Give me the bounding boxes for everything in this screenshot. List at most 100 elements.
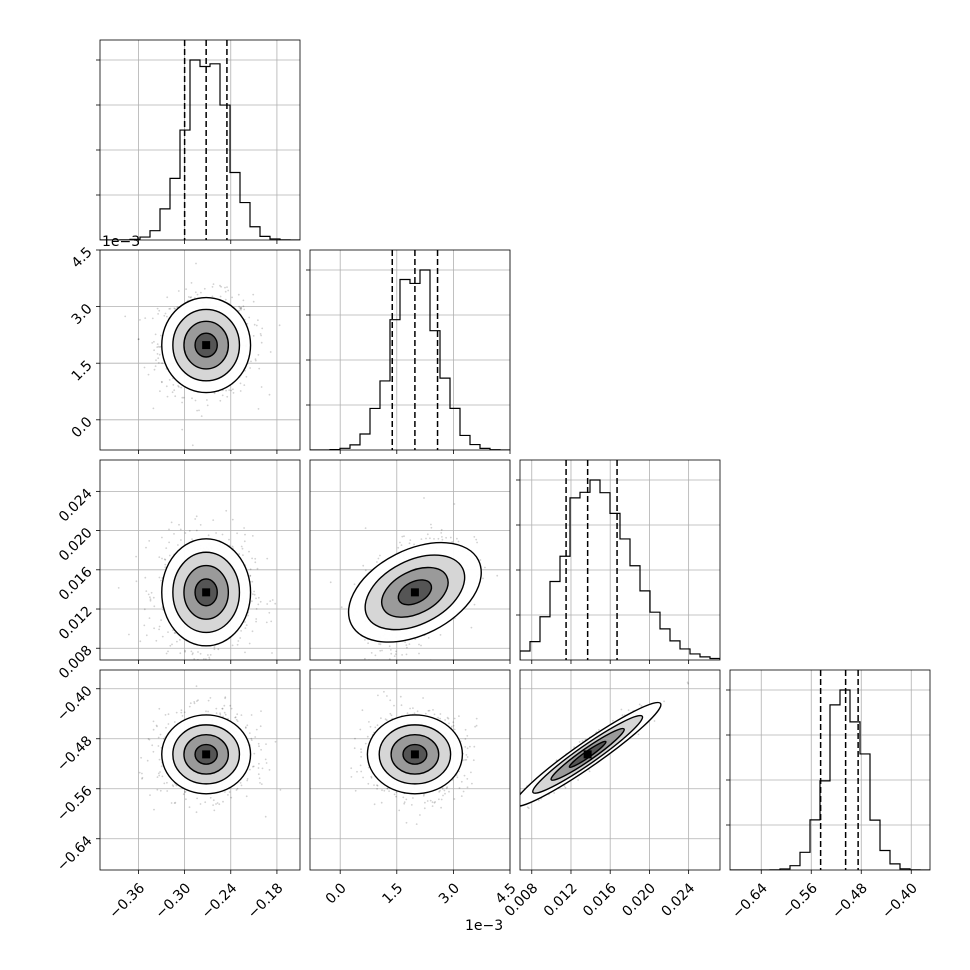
sample-point (217, 648, 220, 651)
sample-point (203, 658, 205, 660)
sample-point (180, 539, 182, 541)
sample-point (177, 544, 179, 546)
sample-point (165, 726, 167, 729)
sample-point (475, 724, 478, 727)
sample-point (168, 528, 170, 531)
sample-point (437, 537, 440, 540)
sample-point (386, 787, 389, 790)
sample-point (257, 742, 260, 745)
sample-point (370, 652, 373, 654)
sample-point (369, 725, 372, 728)
sample-point (418, 643, 420, 646)
panel-3-2 (519, 669, 721, 874)
sample-point (460, 795, 463, 797)
sample-point (379, 649, 382, 652)
sample-point (225, 509, 228, 512)
sample-point (406, 646, 408, 649)
sample-point (205, 710, 207, 713)
sample-point (153, 627, 156, 630)
sample-point (181, 401, 184, 404)
sample-point (410, 804, 413, 806)
sample-point (151, 342, 154, 344)
sample-point (224, 286, 226, 289)
sample-point (427, 709, 430, 712)
sample-point (184, 650, 187, 653)
sample-point (445, 787, 448, 790)
sample-point (156, 725, 158, 728)
sample-point (199, 803, 202, 805)
sample-point (251, 535, 254, 537)
sample-point (145, 634, 148, 637)
sample-point (376, 784, 378, 787)
sample-point (243, 540, 246, 543)
sample-point (198, 409, 200, 412)
sample-point (305, 772, 307, 774)
sample-point (413, 543, 415, 546)
sample-point (429, 662, 431, 664)
sample-point (255, 608, 258, 610)
sample-point (153, 349, 156, 352)
sample-point (243, 384, 246, 386)
sample-point (178, 386, 180, 388)
sample-point (397, 546, 400, 549)
sample-point (439, 717, 441, 720)
sample-point (479, 559, 482, 561)
histogram-step (520, 479, 720, 660)
sample-point (156, 343, 159, 345)
sample-point (264, 758, 267, 761)
sample-point (389, 699, 392, 702)
sample-point (214, 661, 216, 663)
sample-point (149, 794, 151, 796)
sample-point (578, 741, 581, 743)
sample-point (362, 564, 365, 567)
sample-point (197, 699, 199, 702)
sample-point (183, 791, 186, 793)
panel-2-2 (516, 459, 721, 664)
sample-point (388, 658, 391, 660)
sample-point (175, 784, 178, 787)
sample-point (179, 528, 182, 531)
sample-point (242, 299, 245, 302)
sample-point (253, 590, 256, 593)
sample-point (159, 771, 161, 773)
sample-point (160, 380, 163, 383)
sample-point (448, 722, 450, 725)
sample-point (388, 790, 390, 792)
sample-point (395, 791, 398, 794)
sample-point (402, 796, 405, 799)
sample-point (353, 583, 356, 586)
sample-point (260, 341, 263, 344)
sample-point (195, 680, 197, 682)
sample-point (404, 641, 407, 644)
sample-point (220, 285, 223, 288)
sample-point (255, 728, 258, 731)
sample-point (243, 527, 246, 529)
sample-point (159, 346, 161, 348)
sample-point (250, 739, 253, 741)
sample-point (353, 747, 356, 750)
sample-point (238, 309, 241, 312)
sample-point (156, 346, 159, 348)
sample-point (251, 580, 254, 583)
sample-point (194, 518, 197, 520)
sample-point (182, 793, 185, 796)
panels (96, 39, 931, 874)
sample-point (257, 408, 260, 410)
sample-point (248, 732, 251, 734)
sample-point (254, 358, 257, 361)
sample-point (269, 600, 272, 602)
sample-point (253, 752, 256, 755)
sample-point (164, 563, 167, 566)
sample-point (364, 569, 367, 572)
sample-point (157, 357, 160, 360)
sample-point (379, 554, 381, 557)
sample-point (260, 783, 263, 785)
sample-point (450, 725, 453, 728)
sample-point (399, 541, 401, 544)
panel-frame (99, 249, 301, 451)
sample-point (255, 618, 258, 620)
sample-point (418, 652, 420, 655)
grid-lines (520, 460, 720, 660)
sample-point (180, 711, 183, 714)
histogram-step (100, 59, 300, 240)
